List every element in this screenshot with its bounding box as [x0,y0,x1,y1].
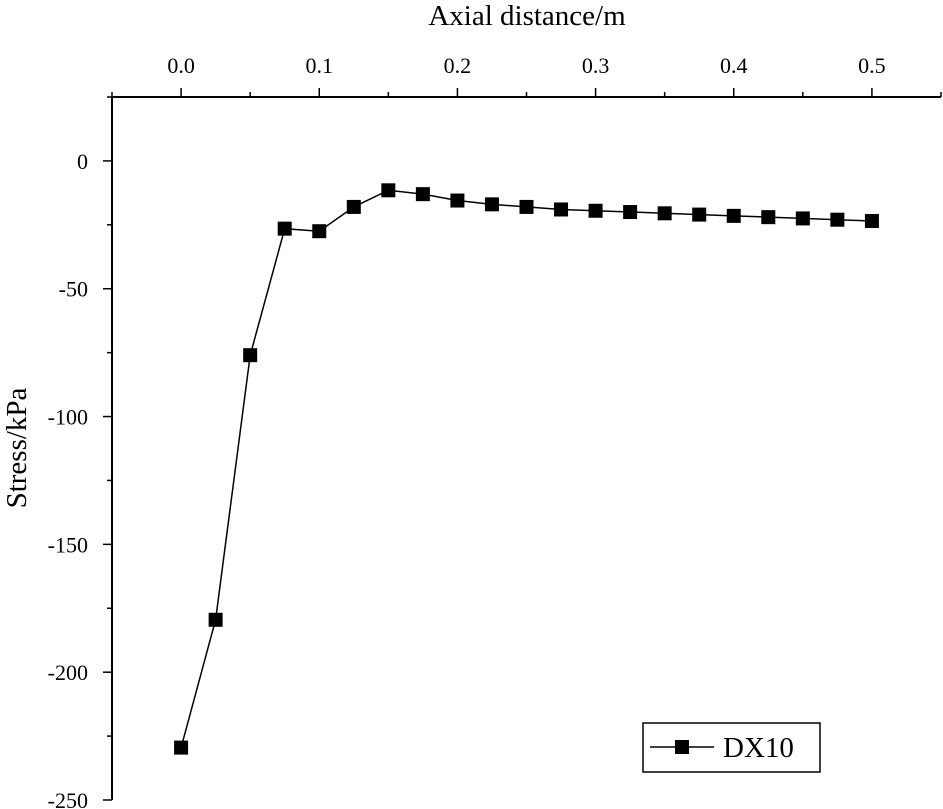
legend-label: DX10 [723,732,794,764]
x-ticks: 0.0 0.1 0.2 0.3 0.4 0.5 [111,53,942,97]
data-point [312,224,327,239]
data-point [484,197,499,212]
data-point [381,183,396,198]
y-tick-label: -50 [59,277,88,302]
y-tick-label: -250 [48,788,88,809]
data-point [761,210,776,225]
legend-marker-sample [675,740,689,754]
data-point [726,208,741,223]
y-axis-title: Stress/kPa [1,387,33,508]
data-point [208,612,223,627]
data-point [795,211,810,226]
data-point [554,202,569,217]
data-point [415,187,430,202]
data-point [243,348,258,363]
data-point [174,740,189,755]
y-tick-label: -200 [48,660,88,685]
data-point [692,207,707,222]
x-tick-label: 0.4 [720,53,748,78]
y-tick-label: -100 [48,405,88,430]
y-tick-label: -150 [48,532,88,557]
data-point [277,221,292,236]
x-axis-title: Axial distance/m [428,0,626,32]
x-tick-label: 0.1 [306,53,334,78]
data-point [864,213,879,228]
data-point [450,193,465,208]
y-tick-label: 0 [77,149,88,174]
x-tick-label: 0.5 [858,53,886,78]
data-point [588,203,603,218]
data-point [519,199,534,214]
x-tick-label: 0.2 [444,53,472,78]
x-tick-label: 0.3 [582,53,610,78]
data-point [623,205,638,220]
data-point [346,199,361,214]
series-layer [174,183,879,755]
x-tick-label: 0.0 [167,53,195,78]
series-line [180,189,872,748]
y-ticks: 0 -50 -100 -150 -200 -250 [48,96,112,809]
legend: DX10 [642,722,821,773]
data-point [657,206,672,221]
data-point [830,212,845,227]
